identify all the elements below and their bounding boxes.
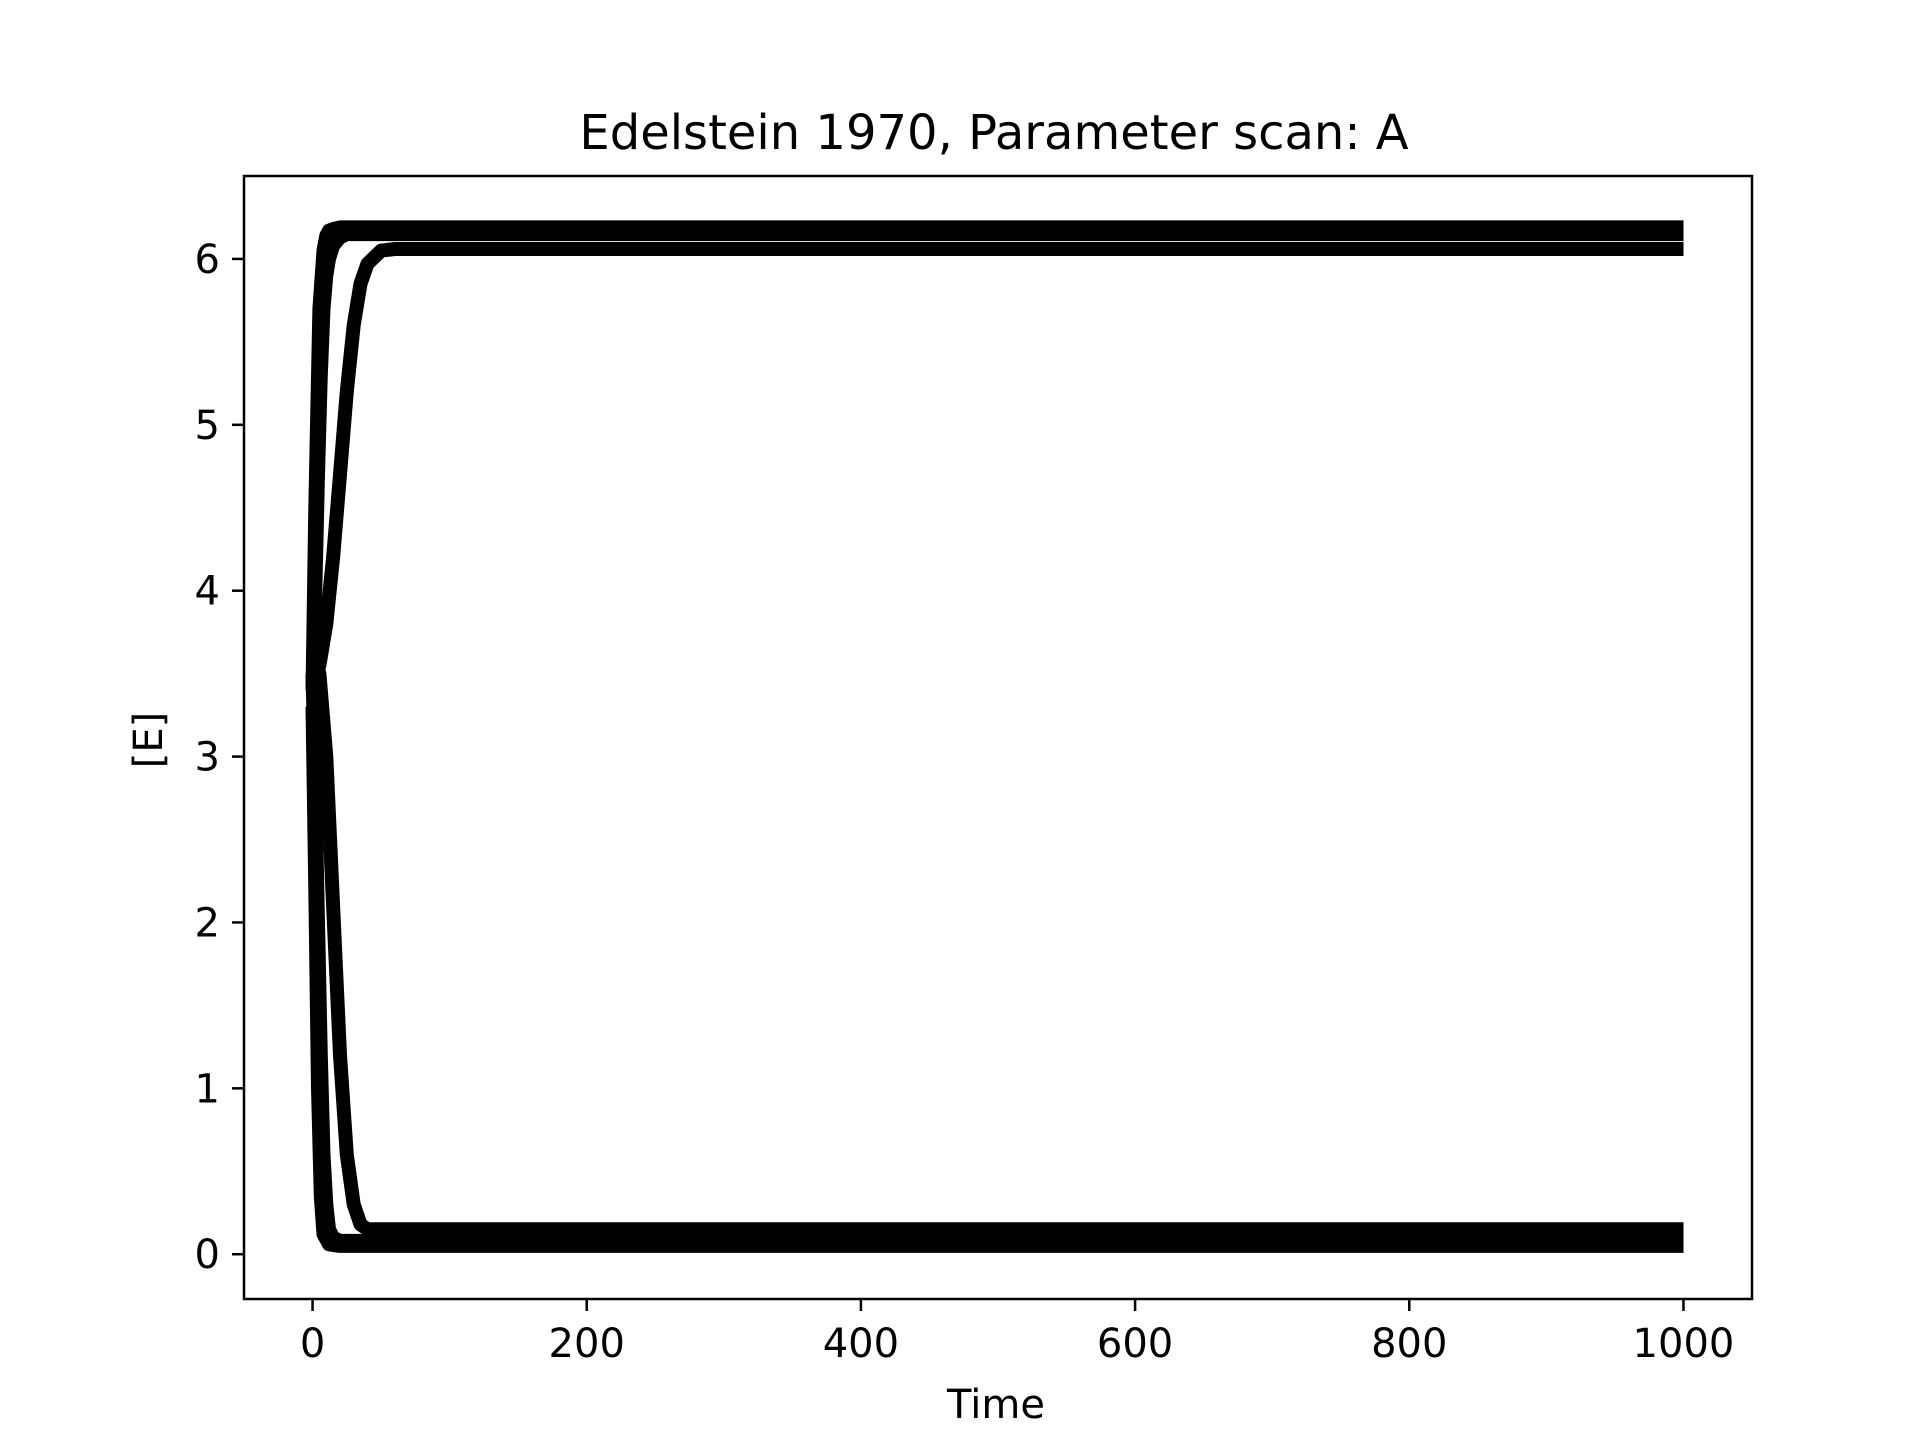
series-layer	[305, 220, 1684, 1253]
series-line-3	[305, 242, 1684, 693]
y-axis-label: [E]	[126, 712, 172, 768]
x-tick-label: 0	[300, 1321, 325, 1367]
y-tick-label: 4	[195, 569, 220, 615]
plot-frame	[242, 174, 1754, 1301]
x-tick-label: 1000	[1633, 1321, 1735, 1367]
x-axis-ticks: 0 200 400 600 800 1000	[300, 1299, 1735, 1367]
series-line-5	[305, 673, 1684, 1248]
series-line-1	[305, 220, 1684, 691]
x-tick-label: 200	[549, 1321, 625, 1367]
x-tick-label: 800	[1371, 1321, 1447, 1367]
series-line-6	[306, 654, 1684, 1237]
chart-title: Edelstein 1970, Parameter scan: A	[579, 105, 1408, 161]
x-tick-label: 600	[1097, 1321, 1173, 1367]
y-tick-label: 1	[195, 1066, 220, 1112]
y-tick-label: 6	[195, 237, 220, 283]
y-tick-label: 0	[195, 1232, 220, 1278]
y-tick-label: 3	[195, 735, 220, 781]
x-axis-label: Time	[946, 1382, 1045, 1428]
x-tick-label: 400	[823, 1321, 899, 1367]
series-line-2	[305, 227, 1684, 691]
series-line-4	[305, 706, 1684, 1253]
y-tick-label: 5	[195, 403, 220, 449]
y-tick-label: 2	[195, 900, 220, 946]
y-axis-ticks: 0 1 2 3 4 5 6	[195, 237, 244, 1278]
